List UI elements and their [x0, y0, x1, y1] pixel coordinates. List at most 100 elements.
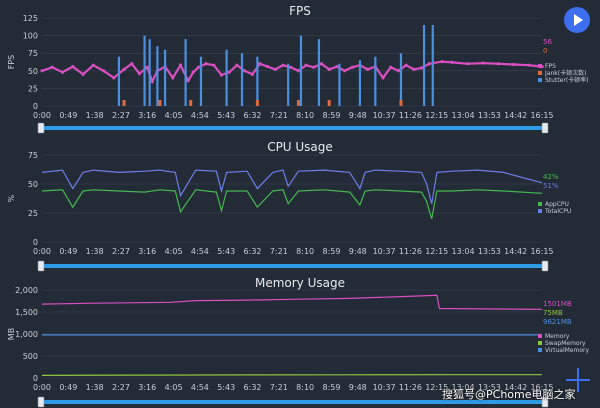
x-tick-label: 3:16	[138, 111, 156, 120]
y-tick-label: 50	[28, 180, 38, 189]
x-tick-label: 10:37	[373, 383, 396, 392]
legend-entry: FPS	[545, 63, 556, 70]
x-tick-label: 13:04	[452, 111, 475, 120]
appcpu-line	[41, 189, 543, 219]
fps-point	[450, 60, 454, 64]
legend-swatch	[538, 71, 542, 75]
current-value: 51%	[543, 182, 559, 190]
fps-point	[50, 65, 54, 69]
fps-point	[219, 73, 224, 77]
x-tick-label: 4:54	[191, 247, 209, 256]
y-tick-label: 0	[33, 102, 38, 111]
fps-point	[40, 69, 44, 73]
fps-point	[81, 72, 85, 76]
play-button[interactable]	[564, 7, 590, 33]
x-tick-label: 2:27	[112, 111, 130, 120]
x-tick-label: 3:16	[138, 247, 156, 256]
x-tick-label: 14:42	[504, 111, 527, 120]
range-slider-handle-right[interactable]	[541, 260, 549, 272]
fps-point	[335, 64, 339, 69]
cpu-chart: 0 25 50 75% 0:00 0:49 1:38 2:27 3:16 4:05 4:54 5:43…	[7, 151, 571, 272]
range-slider-handle-right[interactable]	[541, 396, 549, 408]
fps-point	[366, 67, 370, 71]
jank-marker	[399, 100, 403, 106]
fps-point	[427, 62, 431, 66]
x-tick-label: 13:53	[478, 383, 501, 392]
x-tick-label: 12:15	[425, 383, 448, 392]
x-tick-label: 0:49	[59, 111, 77, 120]
x-tick-label: 13:04	[452, 247, 475, 256]
legend-entry: VirtualMemory	[545, 347, 589, 354]
fps-point	[266, 64, 270, 69]
x-tick-label: 6:32	[244, 247, 262, 256]
x-tick-label: 9:48	[349, 247, 367, 256]
fps-point	[186, 79, 190, 83]
x-tick-label: 7:21	[270, 247, 288, 256]
x-tick-label: 6:32	[244, 383, 262, 392]
jank-marker	[189, 100, 193, 106]
x-tick-label: 4:05	[165, 247, 183, 256]
x-tick-label: 1:38	[86, 383, 104, 392]
fps-point	[440, 60, 444, 64]
x-tick-label: 12:15	[425, 111, 448, 120]
fps-point	[512, 62, 516, 67]
legend-entry: SwapMemory	[545, 340, 586, 347]
range-slider-handle-right[interactable]	[541, 122, 549, 134]
fps-point	[404, 63, 408, 67]
range-slider-track[interactable]	[40, 400, 546, 404]
x-tick-label: 10:37	[373, 111, 396, 120]
cpu-chart-title: CPU Usage	[267, 140, 333, 154]
legend-swatch	[538, 64, 542, 68]
x-tick-label: 0:00	[33, 383, 51, 392]
memory-line	[41, 294, 543, 310]
x-tick-label: 1:38	[86, 111, 104, 120]
range-slider-handle-left[interactable]	[37, 122, 45, 134]
fps-panel: FPS 0 25 50 75 100 125 FPS 0:00 0:49 1:38 2:27 3:16…	[0, 0, 600, 135]
fps-point	[112, 76, 116, 80]
range-slider-handle-left[interactable]	[37, 260, 45, 272]
x-tick-label: 8:10	[296, 247, 314, 256]
fps-point	[145, 65, 149, 69]
fps-point	[196, 65, 201, 69]
fps-point	[178, 63, 183, 67]
range-slider-track[interactable]	[40, 126, 546, 130]
x-tick-label: 8:59	[322, 383, 340, 392]
range-slider-handle-left[interactable]	[37, 396, 45, 408]
current-value: 1501MB	[543, 300, 572, 308]
current-value: 75MB	[543, 309, 563, 317]
fps-point	[235, 63, 239, 67]
fps-point	[281, 63, 285, 67]
fps-point	[527, 63, 531, 67]
fps-point	[389, 65, 393, 69]
current-value: 42%	[543, 173, 559, 181]
fps-point	[342, 69, 347, 73]
x-tick-label: 8:59	[322, 247, 340, 256]
fps-point	[319, 62, 324, 66]
fps-point	[327, 67, 331, 71]
x-tick-label: 8:10	[296, 111, 314, 120]
fps-point	[250, 72, 254, 76]
swapmemory-line	[41, 374, 542, 376]
fps-point	[191, 70, 195, 74]
y-tick-label: 75	[28, 49, 38, 58]
fps-point	[60, 70, 65, 74]
y-tick-label: 1,500	[15, 308, 38, 317]
current-value: 56	[543, 38, 552, 46]
jank-marker	[255, 100, 259, 106]
fps-point	[122, 67, 126, 71]
x-tick-label: 11:26	[399, 383, 422, 392]
legend-swatch	[538, 348, 542, 352]
x-tick-label: 0:00	[33, 111, 51, 120]
x-tick-label: 4:05	[165, 111, 183, 120]
plus-icon[interactable]	[566, 368, 590, 392]
fps-point	[137, 72, 142, 76]
y-tick-label: 75	[28, 151, 38, 160]
x-tick-label: 5:43	[217, 111, 235, 120]
range-slider-track[interactable]	[40, 264, 546, 268]
legend-swatch	[538, 202, 542, 206]
y-tick-label: 25	[28, 84, 38, 93]
legend-entry: Stutter(卡顿率)	[545, 76, 589, 84]
legend-swatch	[538, 209, 542, 213]
